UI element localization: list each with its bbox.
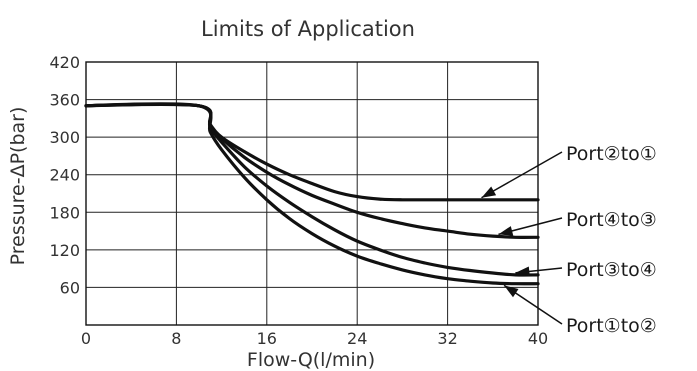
legend: Port②to① Port④to③ Port③to④ Port①to② [481,143,657,337]
series-lines [84,102,540,286]
plot-frame [85,61,539,326]
x-tick-label-8: 8 [171,329,181,348]
series-line-1 [84,102,540,202]
x-axis-title: Flow-Q(l/min) [247,349,375,371]
x-tick-label-24: 24 [347,329,367,348]
legend-label-4: Port①to② [566,315,657,337]
x-tick-label-32: 32 [437,329,457,348]
y-tick-label-360: 360 [49,91,80,110]
y-tick-label-180: 180 [49,203,80,222]
legend-arrowhead-3 [515,266,530,277]
x-tick-label-40: 40 [528,329,548,348]
y-tick-label-240: 240 [49,166,80,185]
chart-title: Limits of Application [201,17,415,41]
series-line-2 [84,102,540,239]
series-line-4 [84,102,540,286]
y-axis-title: Pressure-ΔP(bar) [7,107,29,266]
legend-arrowhead-1 [481,186,497,198]
grid [86,62,538,325]
y-tick-label-120: 120 [49,241,80,260]
legend-label-1: Port②to① [566,143,657,165]
x-tick-label-16: 16 [257,329,277,348]
y-tick-label-420: 420 [49,53,80,72]
legend-label-3: Port③to④ [566,259,657,281]
y-tick-label-300: 300 [49,128,80,147]
legend-arrowhead-4 [504,285,519,298]
legend-arrowhead-2 [498,226,514,236]
series-line-3 [84,102,540,277]
x-tick-labels: 0 8 16 24 32 40 [81,329,548,348]
y-tick-label-60: 60 [60,278,80,297]
legend-leader-1 [481,151,563,199]
x-tick-label-0: 0 [81,329,91,348]
y-tick-labels: 60 120 180 240 300 360 420 [49,53,80,297]
legend-label-2: Port④to③ [566,209,657,231]
